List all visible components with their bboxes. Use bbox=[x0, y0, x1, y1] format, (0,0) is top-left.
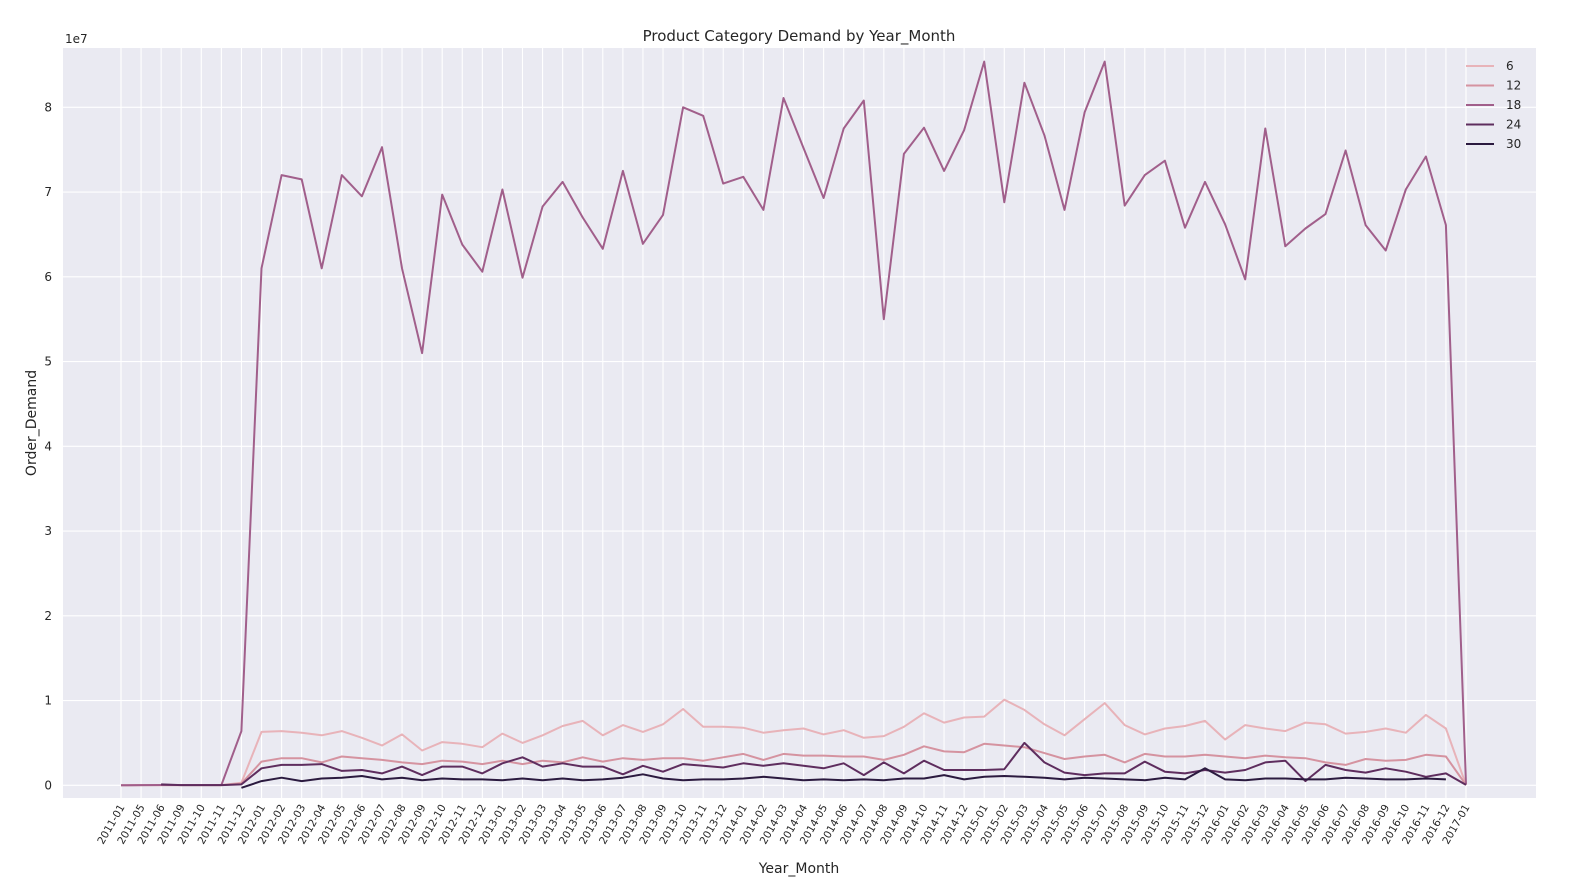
y-tick-label: 1 bbox=[44, 694, 52, 708]
legend-label: 12 bbox=[1506, 79, 1521, 93]
legend-label: 24 bbox=[1506, 118, 1521, 132]
legend-label: 30 bbox=[1506, 137, 1521, 151]
grid-layer bbox=[63, 48, 1536, 798]
y-tick-label: 6 bbox=[44, 270, 52, 284]
y-tick-labels: 0 1 2 3 4 5 6 7 8 bbox=[44, 100, 52, 792]
series-line-30 bbox=[241, 767, 1446, 789]
series-line-12 bbox=[120, 742, 1467, 787]
legend: 6 12 18 24 30 bbox=[1466, 59, 1521, 151]
series-line-18 bbox=[120, 60, 1467, 787]
y-axis-label: Order_Demand bbox=[24, 370, 40, 476]
series-line-24 bbox=[161, 741, 1467, 787]
y-tick-label: 0 bbox=[44, 778, 52, 792]
y-offset-label: 1e7 bbox=[65, 32, 88, 46]
chart-title: Product Category Demand by Year_Month bbox=[643, 27, 956, 46]
y-tick-label: 3 bbox=[44, 524, 52, 538]
y-tick-label: 5 bbox=[44, 355, 52, 369]
series-line-6 bbox=[120, 698, 1467, 787]
y-tick-label: 8 bbox=[44, 100, 52, 114]
y-tick-label: 7 bbox=[44, 185, 52, 199]
plot-area bbox=[63, 48, 1536, 798]
legend-label: 6 bbox=[1506, 59, 1514, 73]
series-layer bbox=[120, 60, 1467, 789]
y-tick-label: 4 bbox=[44, 439, 52, 453]
x-axis-label: Year_Month bbox=[758, 861, 840, 877]
legend-label: 18 bbox=[1506, 98, 1521, 112]
x-tick-labels: 2011-012011-052011-062011-092011-102011-… bbox=[95, 802, 1472, 846]
y-tick-label: 2 bbox=[44, 609, 52, 623]
